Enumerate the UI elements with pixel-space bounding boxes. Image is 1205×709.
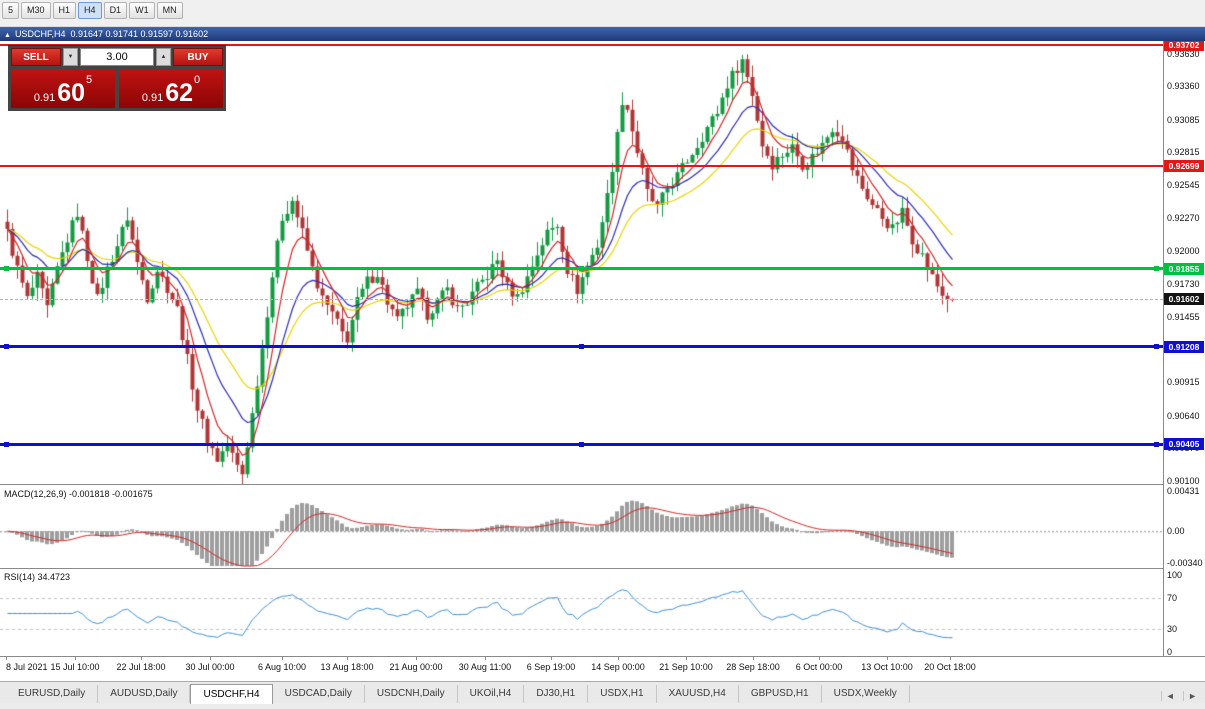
- axis-separator: [1163, 41, 1164, 656]
- chart-tabs-bar: EURUSD,Daily AUDUSD,Daily USDCHF,H4 USDCAD,…: [0, 681, 1205, 704]
- chart-tab-gbpusd-h1[interactable]: GBPUSD,H1: [739, 685, 822, 703]
- chart-window-icon: ▲: [4, 32, 11, 39]
- bid-pip-digit: 5: [86, 74, 93, 86]
- chart-tab-usdcad-daily[interactable]: USDCAD,Daily: [273, 685, 365, 703]
- timeframe-button-m30[interactable]: M30: [21, 2, 51, 19]
- chart-tabs: EURUSD,Daily AUDUSD,Daily USDCHF,H4 USDCAD,…: [6, 682, 910, 704]
- sell-button[interactable]: SELL: [11, 48, 61, 66]
- timeframe-button-w1[interactable]: W1: [129, 2, 155, 19]
- timeframe-button-mn[interactable]: MN: [156, 2, 183, 19]
- bid-price-display[interactable]: 0.91 60 5: [11, 70, 115, 108]
- macd-canvas[interactable]: [0, 485, 1163, 568]
- rsi-canvas[interactable]: [0, 569, 1163, 656]
- rsi-label: RSI(14) 34.4723: [4, 572, 71, 582]
- chart-tab-usdchf-h4[interactable]: USDCHF,H4: [190, 684, 273, 704]
- volume-input[interactable]: [80, 48, 154, 66]
- chart-tab-usdcnh-daily[interactable]: USDCNH,Daily: [365, 685, 458, 703]
- chart-title: USDCHF,H4 0.91647 0.91741 0.91597 0.9160…: [14, 29, 209, 39]
- chart-titlebar[interactable]: ▲ USDCHF,H4 0.91647 0.91741 0.91597 0.916…: [0, 27, 1205, 41]
- ask-price-display[interactable]: 0.91 62 0: [119, 70, 223, 108]
- tab-scroll-right-button[interactable]: ►: [1183, 691, 1201, 701]
- time-axis[interactable]: [0, 656, 1205, 681]
- volume-step-up-button[interactable]: ▲: [156, 48, 171, 66]
- pane-splitter[interactable]: [0, 484, 1205, 485]
- tab-scroll-left-button[interactable]: ◄: [1160, 691, 1179, 701]
- chart-tab-usdx-h1[interactable]: USDX,H1: [588, 685, 657, 703]
- volume-dropdown-button[interactable]: ▼: [63, 48, 78, 66]
- bid-prefix: 0.91: [33, 92, 56, 104]
- ask-prefix: 0.91: [141, 92, 164, 104]
- trade-panel-buttons-row: SELL ▼ ▲ BUY: [11, 48, 223, 66]
- timeframe-button-h4[interactable]: H4: [78, 2, 102, 19]
- ask-pip-digit: 0: [194, 74, 201, 86]
- chart-tab-audusd-daily[interactable]: AUDUSD,Daily: [98, 685, 191, 703]
- bid-big-digits: 60: [57, 79, 86, 107]
- timeframe-buttons: 5 M30 H1 H4 D1 W1 MN: [1, 1, 184, 20]
- macd-label: MACD(12,26,9) -0.001818 -0.001675: [4, 489, 153, 499]
- tab-scroll-arrows: ◄ ►: [1160, 686, 1201, 704]
- chart-tab-usdx-weekly[interactable]: USDX,Weekly: [822, 685, 910, 703]
- chart-tab-eurusd-daily[interactable]: EURUSD,Daily: [6, 685, 99, 703]
- timeframe-toolbar: 5 M30 H1 H4 D1 W1 MN: [0, 0, 1205, 27]
- buy-button[interactable]: BUY: [173, 48, 223, 66]
- chevron-down-icon: ▼: [67, 54, 74, 60]
- price-axis[interactable]: [1164, 41, 1205, 656]
- chevron-up-icon: ▲: [160, 54, 167, 60]
- chart-tab-ukoil-h4[interactable]: UKOil,H4: [458, 685, 525, 703]
- chart-tab-xauusd-h4[interactable]: XAUUSD,H4: [657, 685, 739, 703]
- timeframe-button-5[interactable]: 5: [2, 2, 20, 19]
- pane-splitter[interactable]: [0, 568, 1205, 569]
- ask-big-digits: 62: [165, 79, 194, 107]
- candlestick-canvas[interactable]: [0, 41, 1163, 484]
- timeframe-button-d1[interactable]: D1: [103, 2, 128, 19]
- chart-tab-dj30-h1[interactable]: DJ30,H1: [524, 685, 589, 703]
- trade-panel-prices-row: 0.91 60 5 0.91 62 0: [11, 70, 223, 108]
- timeframe-button-h1[interactable]: H1: [52, 2, 77, 19]
